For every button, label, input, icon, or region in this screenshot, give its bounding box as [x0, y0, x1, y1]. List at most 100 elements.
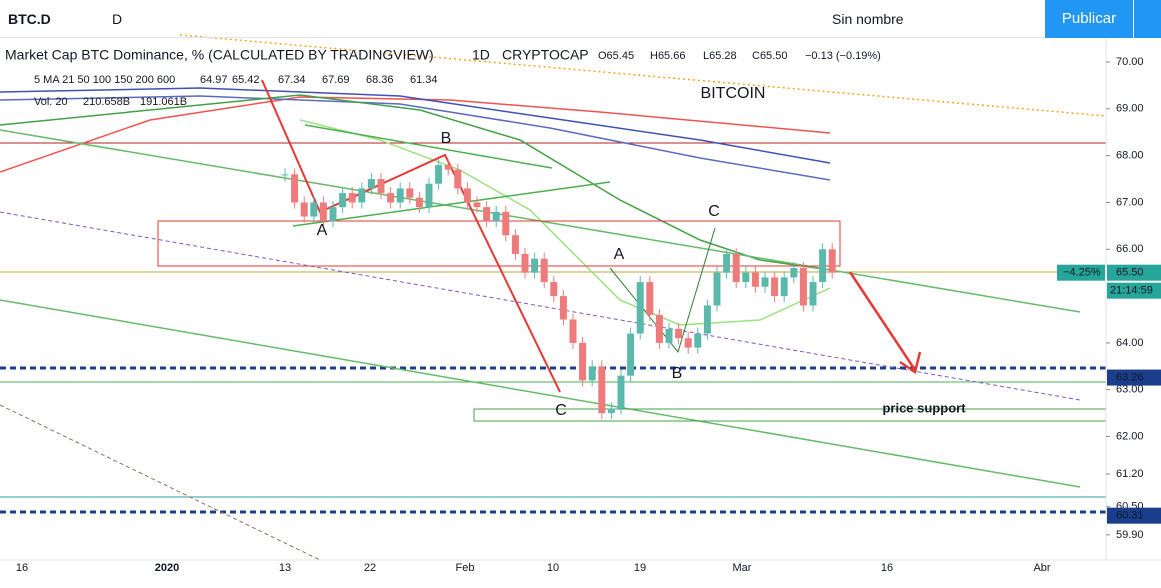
- candle: [310, 202, 318, 217]
- y-tick-label: 66.00: [1116, 243, 1144, 255]
- legend-title: Market Cap BTC Dominance, % (CALCULATED …: [5, 47, 434, 63]
- channel-line: [292, 181, 611, 227]
- ma-value: 65.42: [232, 74, 260, 86]
- candle: [540, 258, 548, 283]
- candle: [339, 193, 347, 208]
- ohlc-value: O65.45: [598, 50, 634, 62]
- symbol[interactable]: BTC.D: [8, 11, 51, 27]
- price-tag-label: 60.31: [1116, 510, 1144, 522]
- candle: [636, 282, 644, 334]
- price-axis: [1106, 38, 1161, 560]
- interval[interactable]: D: [112, 11, 123, 27]
- candle: [291, 174, 299, 203]
- channel-line: [304, 124, 553, 169]
- candle: [454, 169, 462, 189]
- x-tick-label: Abr: [1033, 562, 1050, 574]
- ma-value: 67.34: [278, 74, 306, 86]
- ohlc-value: C65.50: [752, 50, 787, 62]
- annotation: C: [708, 203, 720, 220]
- candle: [358, 188, 366, 203]
- layout-name[interactable]: Sin nombre: [832, 11, 904, 27]
- candle: [415, 197, 423, 208]
- countdown-tag: [1107, 282, 1161, 299]
- ma-line: [0, 94, 831, 271]
- candle: [828, 249, 836, 273]
- x-tick-label: Mar: [733, 562, 752, 574]
- candle: [348, 193, 356, 203]
- candle: [435, 165, 443, 184]
- ma-value: 68.36: [366, 74, 394, 86]
- candle: [627, 333, 635, 376]
- y-tick-label: 62.00: [1116, 430, 1144, 442]
- candle: [531, 258, 539, 273]
- candle: [751, 272, 759, 287]
- ma-value: 67.69: [322, 74, 350, 86]
- y-tick-label: 70.00: [1116, 56, 1144, 68]
- annotation: A: [614, 246, 625, 263]
- candle: [675, 328, 683, 339]
- ma-value: 64.97: [200, 74, 228, 86]
- annotation: BITCOIN: [701, 85, 766, 102]
- price-tag-label: 63.26: [1116, 371, 1144, 383]
- publish-button[interactable]: Publicar: [1045, 0, 1133, 38]
- change-tag: [1057, 264, 1105, 281]
- annotation: A: [317, 222, 328, 239]
- x-tick-label: 16: [16, 562, 28, 574]
- y-tick-label: 67.00: [1116, 196, 1144, 208]
- ohlc-value: H65.66: [650, 50, 685, 62]
- candle: [521, 253, 529, 273]
- legend-resolution: 1D: [472, 47, 490, 63]
- candle: [579, 342, 587, 381]
- candle: [550, 282, 558, 297]
- candle: [780, 277, 788, 297]
- candle: [367, 179, 375, 189]
- ma-line: [0, 95, 831, 181]
- vol-value: 210.658B: [83, 96, 130, 108]
- candle: [396, 188, 404, 203]
- x-tick-label: 10: [547, 562, 559, 574]
- change-tag-label: −4.25%: [1063, 267, 1101, 279]
- candle: [511, 235, 519, 254]
- candle: [598, 366, 606, 414]
- vol-label: Vol. 20: [34, 96, 68, 108]
- ma-line: [0, 96, 831, 173]
- y-tick-label: 69.00: [1116, 103, 1144, 115]
- ma-value: 61.34: [410, 74, 438, 86]
- ma-line: [0, 87, 831, 164]
- candle: [723, 253, 731, 273]
- candle: [502, 211, 510, 236]
- price-tag: [1107, 507, 1161, 524]
- publish-menu[interactable]: [1133, 0, 1161, 38]
- candle: [406, 188, 414, 198]
- candle: [684, 338, 692, 348]
- candle: [377, 179, 385, 194]
- candle: [281, 174, 289, 176]
- candle: [617, 375, 625, 409]
- overlays: [0, 34, 1107, 561]
- annotation: price support: [882, 400, 966, 415]
- channel-line: [0, 299, 1081, 488]
- candle: [819, 249, 827, 283]
- y-tick-label: 63.00: [1116, 384, 1144, 396]
- ohlc-value: L65.28: [703, 50, 737, 62]
- x-tick-label: 22: [364, 562, 376, 574]
- candle: [790, 268, 798, 278]
- candle: [655, 314, 663, 343]
- candle: [761, 277, 769, 287]
- candle: [444, 165, 452, 170]
- candle: [694, 333, 702, 348]
- candle: [300, 202, 308, 217]
- candle: [665, 328, 673, 343]
- y-tick-label: 68.00: [1116, 150, 1144, 162]
- trend-line: [0, 211, 1081, 401]
- candle: [492, 211, 500, 222]
- forecast-arrow: [899, 351, 922, 375]
- candle: [809, 282, 817, 306]
- x-tick-label: 13: [279, 562, 291, 574]
- candle: [607, 408, 615, 414]
- annotation: C: [555, 402, 567, 419]
- ohlc-value: −0.13 (−0.19%): [805, 50, 881, 62]
- legend-exchange: CRYPTOCAP: [502, 47, 589, 63]
